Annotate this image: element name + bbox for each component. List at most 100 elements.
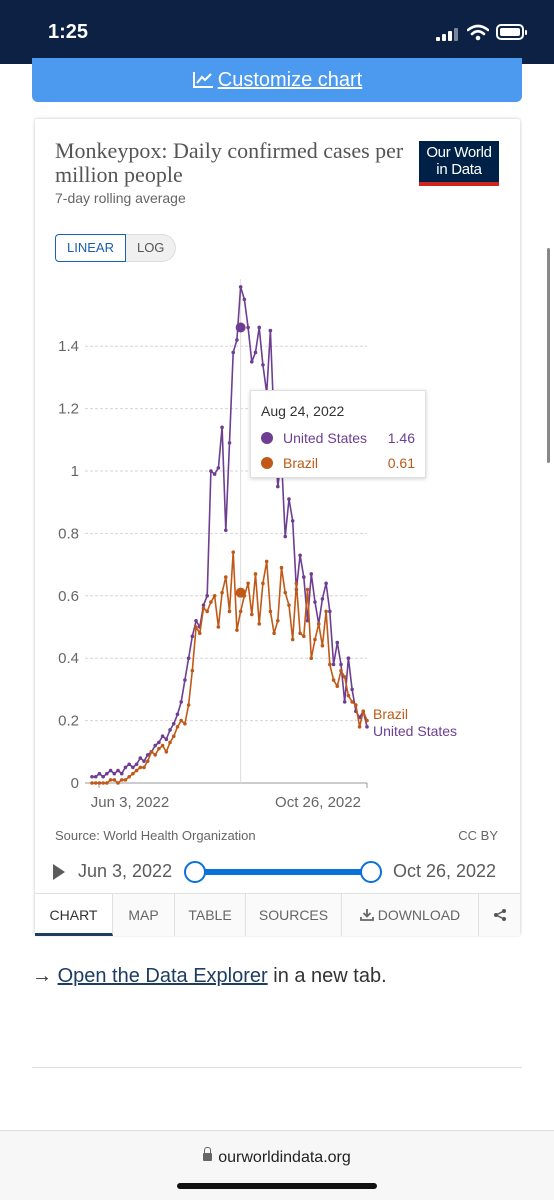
data-point	[302, 575, 306, 579]
chart-source[interactable]: Source: World Health Organization	[55, 828, 256, 843]
data-point	[160, 743, 165, 748]
home-indicator[interactable]	[177, 1183, 377, 1189]
data-point	[324, 581, 328, 586]
data-point	[316, 622, 321, 626]
data-point	[294, 581, 299, 586]
data-point	[171, 734, 176, 738]
timeline-end-label: Oct 26, 2022	[393, 861, 497, 881]
timeline-track[interactable]	[199, 869, 373, 875]
timeline-start-label: Jun 3, 2022	[78, 861, 173, 881]
data-point	[112, 778, 117, 782]
data-point	[287, 497, 291, 501]
y-tick-label: 1.4	[58, 338, 79, 355]
open-data-explorer-link[interactable]: Open the Data Explorer	[57, 965, 268, 987]
data-point	[183, 678, 187, 682]
data-point	[153, 753, 157, 757]
timeline-end-handle[interactable]	[360, 861, 382, 883]
chart-subtitle: 7-day rolling average	[55, 190, 186, 206]
owid-logo[interactable]: Our World in Data	[419, 141, 499, 186]
browser-url-bar[interactable]: ourworldindata.org	[0, 1130, 554, 1200]
y-tick-label: 0.6	[58, 588, 79, 605]
data-point	[131, 771, 135, 776]
hover-point	[235, 322, 246, 333]
data-point	[302, 634, 306, 639]
tab-download[interactable]: DOWNLOAD	[342, 894, 479, 936]
data-point	[149, 750, 154, 754]
data-point	[261, 581, 265, 586]
data-point	[90, 774, 94, 779]
download-icon	[359, 909, 374, 921]
data-point	[101, 774, 105, 779]
tab-chart[interactable]: CHART	[35, 894, 113, 936]
divider	[32, 1067, 522, 1068]
chart-card: Monkeypox: Daily confirmed cases per mil…	[35, 119, 520, 936]
license-label[interactable]: CC BY	[458, 828, 498, 843]
status-time: 1:25	[48, 21, 89, 43]
data-point	[205, 609, 210, 614]
data-point	[171, 721, 176, 726]
data-point	[97, 781, 102, 785]
data-point	[201, 606, 206, 611]
chart-tooltip: Aug 24, 2022 United States 1.46 Brazil 0…	[250, 390, 426, 478]
data-point	[168, 740, 172, 745]
series-dot-icon	[261, 457, 273, 469]
data-point	[93, 781, 98, 785]
data-point	[320, 643, 325, 648]
data-point	[313, 600, 317, 604]
tab-share[interactable]	[479, 894, 520, 936]
data-point	[287, 603, 291, 607]
data-point	[279, 565, 284, 570]
tab-sources[interactable]: SOURCES	[246, 894, 342, 936]
customize-chart-button[interactable]: Customize chart	[32, 58, 522, 102]
data-point	[235, 338, 239, 342]
y-tick-label: 0.2	[58, 713, 79, 730]
data-point	[134, 762, 139, 767]
data-point	[276, 484, 280, 489]
data-point	[238, 609, 243, 614]
data-point	[276, 618, 280, 623]
data-point	[290, 637, 295, 642]
linear-scale-button[interactable]: LINEAR	[55, 234, 126, 262]
tab-map[interactable]: MAP	[113, 894, 175, 936]
tooltip-row-united-states: United States 1.46	[261, 429, 415, 449]
data-point	[212, 472, 217, 476]
data-point	[138, 756, 143, 760]
data-point	[223, 528, 228, 533]
play-icon[interactable]	[53, 864, 65, 880]
data-point	[108, 778, 113, 782]
scroll-indicator[interactable]	[547, 248, 550, 463]
data-point	[283, 590, 288, 595]
series-end-label: United States	[373, 723, 457, 739]
data-point	[320, 597, 325, 601]
status-bar: 1:25	[0, 0, 554, 64]
data-point	[142, 759, 146, 763]
data-point	[335, 684, 340, 689]
data-point	[194, 618, 198, 623]
data-point	[283, 534, 288, 539]
data-point	[331, 678, 336, 682]
data-point	[145, 759, 150, 763]
wifi-icon	[467, 24, 489, 41]
data-point	[298, 553, 302, 558]
tab-table[interactable]: TABLE	[175, 894, 246, 936]
timeline-start-handle[interactable]	[184, 861, 206, 883]
hover-point	[235, 587, 246, 598]
data-point	[123, 765, 128, 770]
data-point	[313, 637, 317, 642]
data-point	[227, 609, 232, 614]
customize-chart-label: Customize chart	[217, 68, 363, 91]
data-point	[205, 594, 210, 598]
log-scale-button[interactable]: LOG	[125, 234, 177, 262]
tooltip-series-value: 0.61	[387, 455, 415, 471]
data-point	[335, 640, 340, 645]
data-point	[339, 662, 343, 667]
data-point	[157, 746, 161, 751]
data-point	[134, 768, 139, 773]
explorer-text: → Open the Data Explorer in a new tab.	[32, 965, 387, 988]
y-tick-label: 1	[71, 463, 79, 480]
data-point	[209, 600, 213, 604]
data-point	[186, 703, 191, 707]
data-point	[116, 768, 120, 773]
data-point	[309, 656, 314, 660]
battery-icon	[496, 24, 527, 40]
